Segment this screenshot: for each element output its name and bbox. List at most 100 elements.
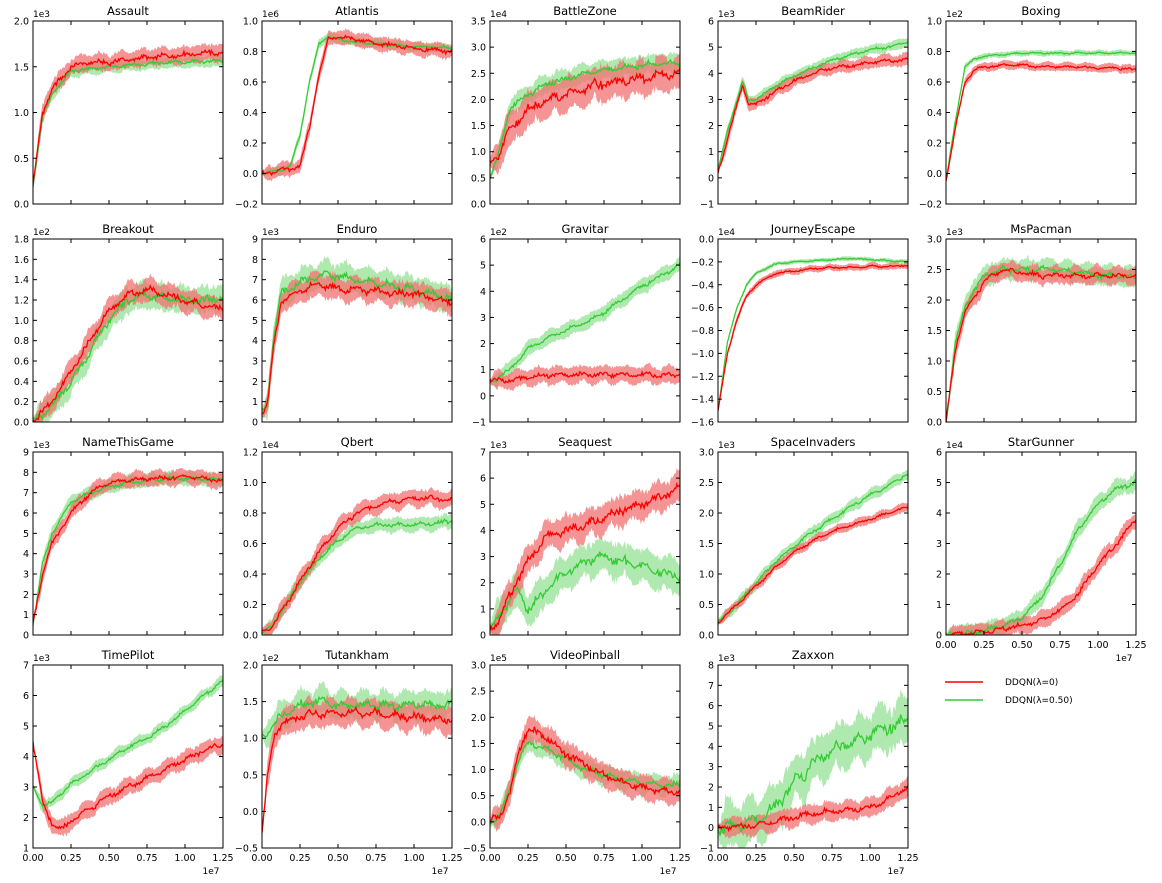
y-scale-label: 1e2 [33,228,50,238]
y-tick-label: 2 [480,339,486,350]
y-tick-label: 0.2 [927,139,942,150]
y-tick-label: 2.5 [699,478,714,489]
chart-title: Seaquest [558,435,612,449]
y-tick-label: 2.5 [471,687,486,698]
y-tick-label: 4 [480,287,486,298]
y-tick-label: 3 [23,783,29,794]
y-tick-label: 3.0 [471,661,486,672]
y-tick-label: 3 [480,552,486,563]
y-tick-label: 0.0 [927,418,942,429]
x-tick-label: 1.25 [897,853,918,864]
y-tick-label: 1.8 [14,235,29,246]
band-ddqn-lambda-0 [490,714,680,832]
band-ddqn-lambda-0 [33,42,223,186]
y-tick-label: 1 [23,610,29,621]
x-scale-label: 1e7 [1116,654,1133,664]
x-tick-label: 1.00 [631,853,652,864]
line-ddqn-lambda-0 [33,474,223,623]
y-tick-label: 2 [480,578,486,589]
axes-frame [32,451,224,636]
band-ddqn-lambda-0 [490,467,680,635]
y-tick-label: 1.0 [471,147,486,158]
line-ddqn-lambda-0 [946,519,1136,635]
y-tick-label: 4 [708,69,714,80]
y-tick-label: 1.0 [14,316,29,327]
y-tick-label: 1.0 [471,765,486,776]
plot-area [262,487,452,635]
y-tick-label: 5 [480,500,486,511]
y-tick-label: 0.0 [471,200,486,211]
line-ddqn-lambda-050 [718,41,908,171]
line-ddqn-lambda-0 [262,705,452,834]
y-tick-label: 4 [23,752,29,763]
line-ddqn-lambda-050 [33,58,223,188]
y-tick-label: 1.0 [243,734,258,745]
plot-area [262,28,452,182]
y-tick-label: 0.0 [243,807,258,818]
chart-title: Tutankham [324,648,389,662]
legend-label-green: DDQN(λ=0.50) [1005,696,1073,706]
chart-title: TimePilot [101,648,155,662]
line-ddqn-lambda-050 [718,714,908,836]
y-tick-label: −1.4 [691,395,714,406]
y-tick-label: 1 [252,397,258,408]
line-ddqn-lambda-050 [33,679,223,808]
axes-frame [261,664,453,849]
x-tick-label: 0.25 [289,853,310,864]
y-tick-label: 2.0 [927,296,942,307]
y-tick-label: 6 [936,448,942,459]
panel-seaquest: 0 1 2 3 4 5 6 7 1e3 Seaquest [480,435,681,642]
y-scale-label: 1e3 [718,654,735,664]
line-ddqn-lambda-050 [490,58,680,179]
y-tick-label: 1.2 [243,448,258,459]
chart-title: BattleZone [553,4,617,18]
y-tick-label: −0.5 [235,844,258,855]
y-tick-label: 4 [936,509,942,520]
line-ddqn-lambda-0 [946,62,1136,182]
x-tick-label: 0.00 [707,853,728,864]
chart-title: Enduro [337,222,378,236]
band-ddqn-lambda-050 [262,512,452,635]
axes-frame [261,238,453,423]
x-tick-label: 0.50 [1011,640,1032,651]
y-tick-label: 0.0 [699,235,714,246]
y-tick-label: 0 [252,418,258,429]
x-scale-label: 1e7 [203,867,220,877]
y-tick-label: 0.4 [14,377,29,388]
y-scale-label: 1e5 [490,654,507,664]
line-ddqn-lambda-0 [718,785,908,833]
x-tick-label: 0.00 [479,853,500,864]
y-tick-label: 8 [252,255,258,266]
y-tick-label: 4 [708,742,714,753]
band-ddqn-lambda-050 [490,255,680,389]
y-tick-label: 1.5 [471,121,486,132]
band-ddqn-lambda-050 [490,51,680,180]
plot-area [946,471,1136,635]
axes-frame [717,20,909,205]
y-tick-label: 3 [252,357,258,368]
y-tick-label: 0.4 [927,108,942,119]
y-tick-label: 1 [480,365,486,376]
x-tick-label: 0.50 [783,853,804,864]
band-ddqn-lambda-0 [946,512,1136,635]
axes-frame [489,664,681,849]
panel-atlantis: −0.2 0.0 0.2 0.4 0.6 0.8 1.0 1e6 Atlantis [235,4,453,211]
band-ddqn-lambda-0 [262,28,452,182]
plot-area [718,689,908,848]
y-tick-label: 0.5 [14,154,29,165]
y-tick-label: 2.0 [471,713,486,724]
y-tick-label: 2 [23,813,29,824]
y-tick-label: 6 [708,701,714,712]
y-tick-label: 0.8 [243,509,258,520]
y-tick-label: 0.0 [927,169,942,180]
line-ddqn-lambda-050 [490,262,680,383]
y-scale-label: 1e2 [946,10,963,20]
y-tick-label: 0 [23,631,29,642]
x-scale-label: 1e7 [888,867,905,877]
y-scale-label: 1e2 [490,228,507,238]
x-tick-label: 1.25 [212,853,233,864]
y-tick-label: 2.0 [243,661,258,672]
line-ddqn-lambda-0 [490,67,680,164]
band-ddqn-lambda-0 [262,487,452,635]
